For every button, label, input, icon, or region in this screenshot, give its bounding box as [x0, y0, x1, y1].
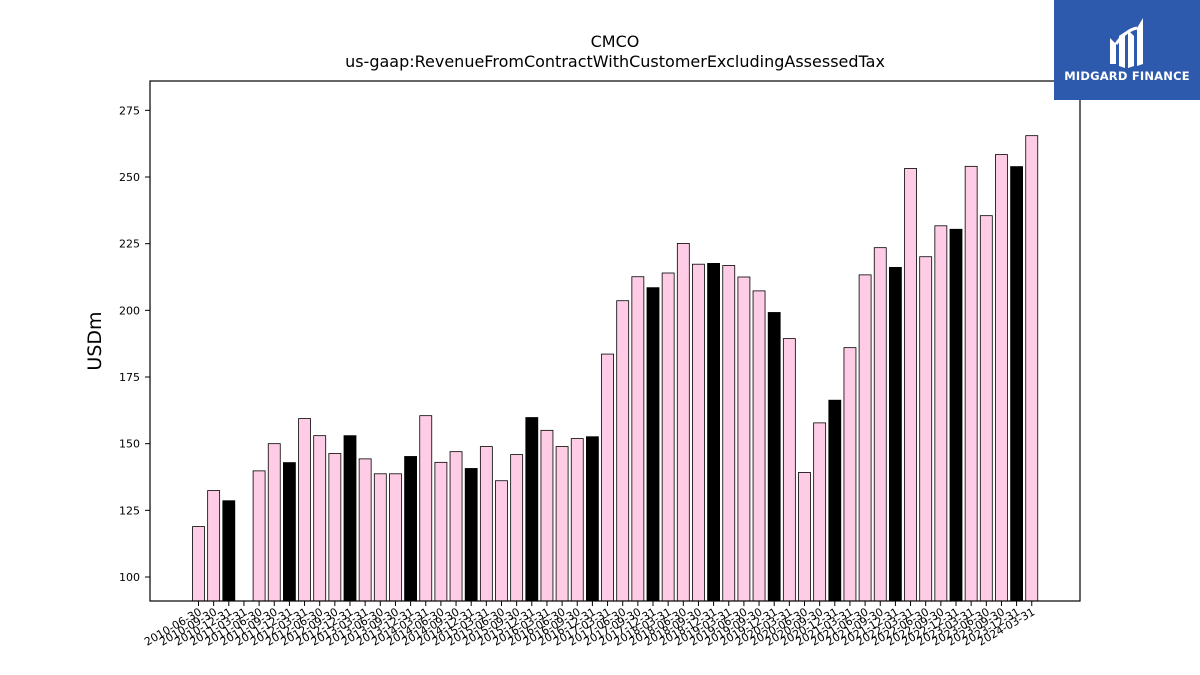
bar — [692, 263, 705, 602]
logo-text: MIDGARD FINANCE — [1064, 69, 1190, 83]
bar — [873, 247, 887, 602]
bar — [570, 438, 584, 602]
bar — [934, 225, 948, 602]
bar — [616, 300, 630, 602]
bar — [222, 500, 236, 602]
bar — [510, 454, 524, 602]
bar — [192, 526, 205, 602]
bar — [737, 276, 751, 602]
y-tick-label: 225 — [119, 238, 140, 251]
y-axis-label: USDm — [84, 311, 106, 370]
bar — [752, 290, 766, 602]
bar — [919, 256, 933, 602]
chart-title: CMCO — [590, 32, 640, 51]
bar — [328, 453, 342, 602]
bar — [1010, 166, 1023, 602]
bar — [298, 418, 311, 602]
y-tick-label: 250 — [119, 171, 140, 184]
bar — [540, 429, 554, 602]
bar — [661, 272, 675, 602]
bar — [252, 470, 266, 602]
bar — [389, 473, 402, 602]
y-tick-label: 125 — [119, 504, 140, 517]
bar — [434, 461, 448, 602]
y-tick-label: 275 — [119, 104, 140, 117]
plot-frame — [149, 80, 1081, 602]
bar — [555, 446, 569, 602]
y-tick-label: 150 — [119, 438, 140, 451]
bar — [782, 338, 796, 602]
bar — [979, 215, 993, 602]
bar — [858, 274, 872, 602]
bar — [813, 422, 827, 602]
bar — [843, 347, 857, 602]
bar — [676, 242, 690, 602]
bar — [601, 353, 614, 602]
bar — [419, 415, 433, 602]
bar — [707, 262, 720, 602]
brand-logo: MIDGARD FINANCE — [1054, 0, 1200, 100]
bar — [525, 417, 539, 602]
bar — [964, 165, 978, 602]
bar — [343, 435, 357, 602]
bar — [767, 312, 781, 602]
bar — [586, 436, 599, 602]
bar — [904, 168, 917, 602]
bar — [631, 276, 645, 602]
bar — [798, 472, 811, 602]
bar — [404, 456, 418, 602]
bar — [358, 458, 372, 602]
y-tick-label: 100 — [119, 571, 140, 584]
midgard-logo-icon — [1110, 18, 1143, 68]
y-tick-label: 175 — [119, 371, 140, 384]
bar — [464, 468, 478, 602]
bar — [495, 480, 508, 602]
bar — [479, 446, 493, 602]
bar — [207, 490, 221, 602]
bar — [646, 287, 660, 602]
bar — [267, 443, 281, 602]
bar — [449, 451, 463, 602]
bar — [282, 462, 296, 602]
bar — [949, 228, 963, 602]
chart-subtitle: us-gaap:RevenueFromContractWithCustomerE… — [345, 52, 885, 71]
y-tick-label: 200 — [119, 304, 140, 317]
bar — [722, 265, 736, 602]
bar — [373, 473, 387, 602]
bar — [313, 435, 327, 602]
bar — [828, 399, 842, 602]
bar — [889, 266, 902, 602]
bar — [995, 154, 1008, 602]
bar — [1025, 135, 1039, 602]
